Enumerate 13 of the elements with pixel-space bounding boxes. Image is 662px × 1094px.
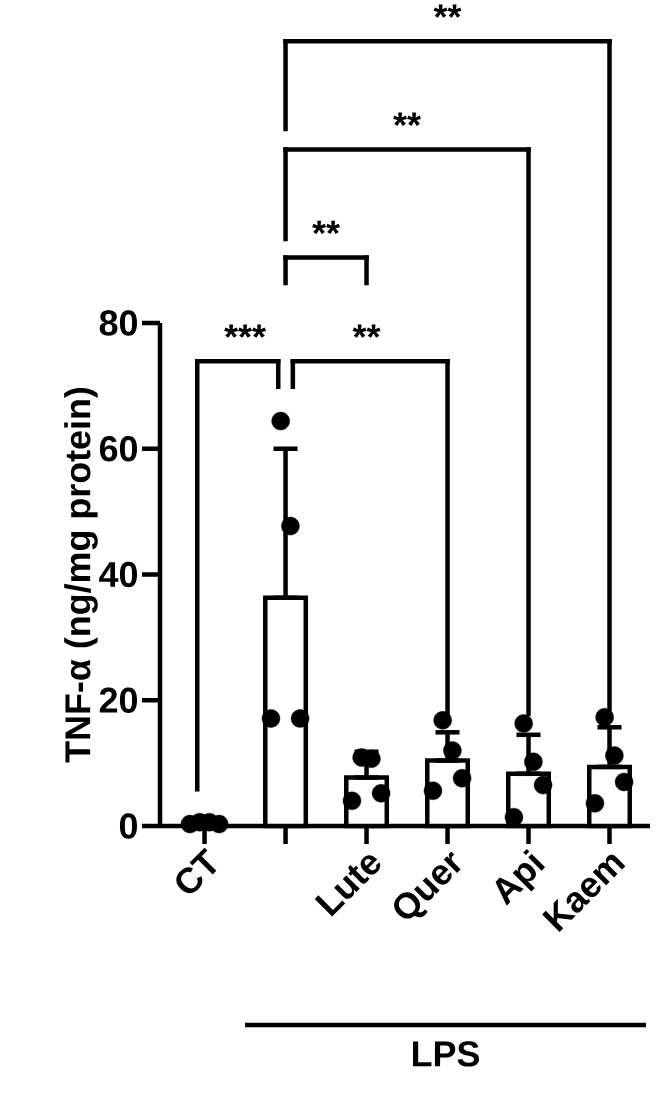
y-axis-title: TNF-α (ng/mg protein): [64, 387, 98, 763]
y-tick-label: 20: [99, 687, 137, 713]
text: LPS: [413, 1041, 479, 1067]
y-tick-label: 80: [99, 310, 137, 336]
annotation: ***: [224, 324, 266, 338]
text: **: [433, 4, 462, 18]
y-tick-label: 0: [119, 813, 137, 839]
text: **: [312, 220, 340, 235]
annotation: **: [352, 324, 381, 338]
y-tick-label: 40: [99, 561, 137, 588]
text: **: [393, 112, 421, 126]
y-tick-label: 60: [99, 436, 137, 462]
x-tick-label: CT: [176, 847, 217, 894]
